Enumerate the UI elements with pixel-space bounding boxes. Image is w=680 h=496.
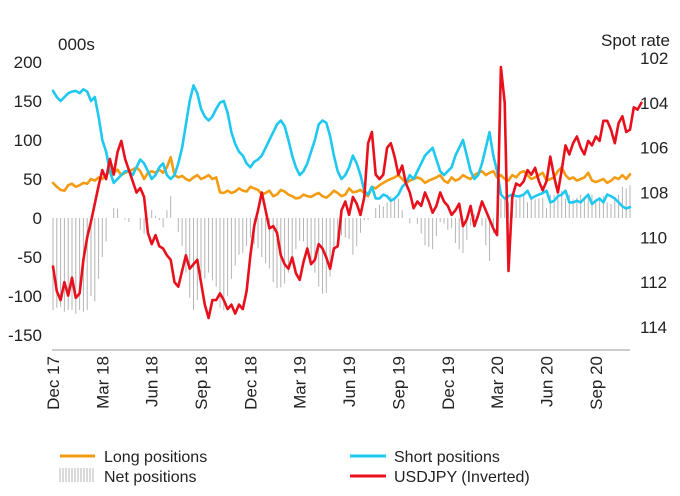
right-tick-label: 104: [640, 94, 668, 113]
right-tick-label: 102: [640, 49, 668, 68]
right-tick-label: 108: [640, 184, 668, 203]
legend-item-net: Net positions: [59, 468, 197, 486]
short-positions-line: [51, 84, 632, 210]
x-tick-label: Sep 20: [587, 356, 606, 410]
left-tick-label: 150: [14, 92, 42, 111]
right-axis: Spot rate 102 104 106 108 110 112 114: [601, 31, 670, 337]
x-tick-label: Mar 20: [488, 356, 507, 409]
x-tick-label: Jun 18: [143, 356, 162, 407]
legend-label-usdjpy: USDJPY (Inverted): [394, 469, 530, 486]
left-tick-label: -150: [8, 326, 42, 345]
right-tick-label: 114: [640, 318, 667, 337]
left-tick-label: 100: [14, 131, 42, 150]
x-tick-label: Dec 17: [44, 356, 63, 410]
left-tick-label: -50: [17, 248, 42, 267]
legend-label-long: Long positions: [104, 449, 207, 466]
right-tick-label: 106: [640, 139, 668, 158]
right-axis-title: Spot rate: [601, 31, 670, 50]
right-tick-label: 110: [640, 228, 667, 247]
left-tick-labels: 200 150 100 50 0 -50 -100 -150: [8, 53, 42, 345]
legend-label-short: Short positions: [394, 449, 500, 466]
legend-label-net: Net positions: [104, 469, 197, 486]
x-tick-label: Dec 18: [241, 356, 260, 410]
legend: Long positions Short positions Net posit…: [59, 449, 530, 486]
legend-item-usdjpy: USDJPY (Inverted): [350, 469, 530, 486]
right-tick-label: 112: [640, 273, 667, 292]
legend-item-long: Long positions: [60, 449, 207, 466]
x-tick-label: Mar 19: [291, 356, 310, 409]
right-tick-labels: 102 104 106 108 110 112 114: [640, 49, 668, 337]
net-positions-bars: [52, 185, 631, 314]
legend-item-short: Short positions: [350, 449, 500, 466]
series-lines: [51, 65, 643, 320]
plot-area: [51, 65, 643, 320]
x-tick-label: Sep 18: [192, 356, 211, 410]
left-axis: 000s 200 150 100 50 0 -50 -100 -150: [8, 35, 95, 345]
x-tick-label: Mar 18: [93, 356, 112, 409]
left-tick-label: -100: [8, 287, 42, 306]
left-axis-unit: 000s: [58, 35, 95, 54]
legend-swatch-net: [59, 468, 94, 482]
x-tick-label: Jun 20: [538, 356, 557, 407]
left-tick-label: 50: [23, 170, 42, 189]
x-tick-label: Dec 19: [439, 356, 458, 410]
left-tick-label: 200: [14, 53, 42, 72]
x-tick-label: Sep 19: [389, 356, 408, 410]
x-tick-labels: Dec 17 Mar 18 Jun 18 Sep 18 Dec 18 Mar 19 Jun …: [44, 356, 606, 410]
left-tick-label: 0: [33, 209, 42, 228]
x-tick-label: Jun 19: [340, 356, 359, 407]
usdjpy-inverted-line: [51, 65, 643, 320]
